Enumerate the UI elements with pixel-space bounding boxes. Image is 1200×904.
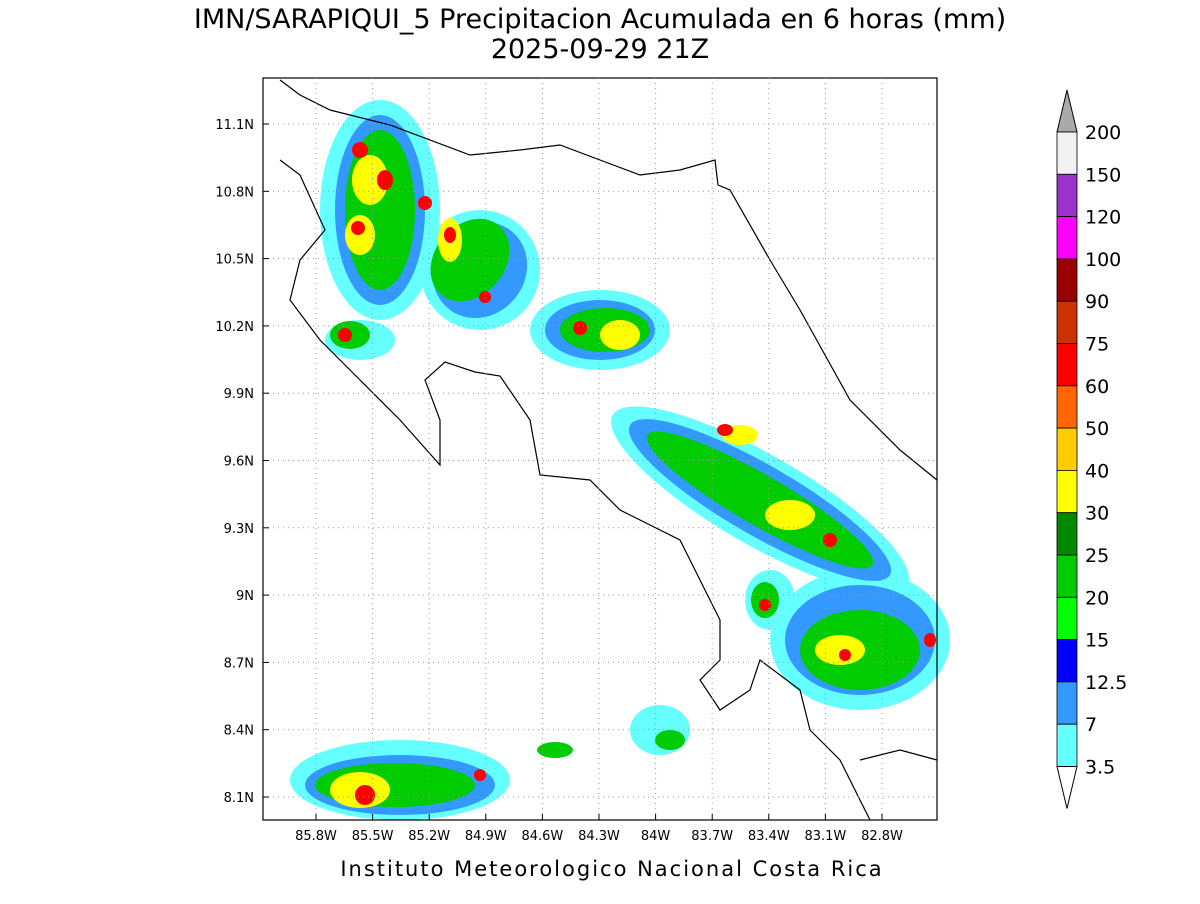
- colorbar-label: 20: [1085, 587, 1109, 609]
- colorbar-top: [1056, 89, 1078, 133]
- colorbar-label: 200: [1085, 122, 1121, 144]
- lat-label: 9.6N: [224, 455, 254, 470]
- colorbar-segment: [1056, 554, 1078, 598]
- colorbar-label: 25: [1085, 545, 1109, 567]
- colorbar-label: 150: [1085, 164, 1121, 186]
- precipitation-field: [290, 100, 950, 820]
- colorbar-segment: [1056, 258, 1078, 302]
- colorbar-label: 30: [1085, 503, 1109, 525]
- lat-label: 8.4N: [224, 724, 254, 739]
- colorbar-segment: [1056, 469, 1078, 514]
- lat-label: 10.2N: [215, 320, 254, 335]
- colorbar-label: 3.5: [1085, 757, 1115, 779]
- colorbar-segment: [1056, 681, 1078, 725]
- coastline: [279, 79, 938, 821]
- colorbar-label: 12.5: [1085, 672, 1127, 694]
- lon-label: 85.8W: [295, 829, 337, 844]
- colorbar-label: 120: [1085, 207, 1121, 229]
- lat-label: 10.5N: [215, 253, 254, 268]
- lon-label: 84W: [641, 829, 671, 844]
- colorbar-label: 15: [1085, 630, 1109, 652]
- colorbar-segment: [1056, 512, 1078, 556]
- colorbar-label: 7: [1085, 714, 1097, 736]
- colorbar-segment: [1056, 300, 1078, 344]
- title: IMN/SARAPIQUI_5 Precipitacion Acumulada …: [194, 4, 1006, 35]
- colorbar-bottom: [1056, 766, 1078, 809]
- colorbar-label: 100: [1085, 249, 1121, 271]
- colorbar-segment: [1056, 596, 1078, 640]
- colorbar-segment: [1056, 639, 1078, 683]
- colorbar-label: 50: [1085, 418, 1109, 440]
- colorbar-label: 90: [1085, 291, 1109, 313]
- lon-label: 84.6W: [521, 829, 563, 844]
- colorbar-segment: [1056, 343, 1078, 387]
- map-frame: [262, 77, 938, 821]
- colorbar-label: 75: [1085, 334, 1109, 356]
- lon-label: 83.4W: [748, 829, 790, 844]
- colorbar-segment: [1056, 723, 1078, 767]
- subtitle: 2025-09-29 21Z: [491, 34, 709, 65]
- lat-label: 11.1N: [215, 118, 254, 133]
- colorbar-label: 60: [1085, 376, 1109, 398]
- colorbar-label: 40: [1085, 460, 1109, 482]
- lon-label: 85.5W: [352, 829, 394, 844]
- lat-label: 9.9N: [224, 387, 254, 402]
- colorbar-segment: [1056, 385, 1078, 429]
- lat-label: 9N: [236, 589, 254, 604]
- lat-label: 8.7N: [224, 656, 254, 671]
- colorbar-segment: [1056, 427, 1078, 471]
- lat-label: 9.3N: [224, 522, 254, 537]
- lat-label: 10.8N: [215, 185, 254, 200]
- lon-label: 85.2W: [408, 829, 450, 844]
- lon-label: 84.3W: [578, 829, 620, 844]
- lon-label: 82.8W: [861, 829, 903, 844]
- lon-label: 84.9W: [465, 829, 507, 844]
- lon-label: 83.1W: [804, 829, 846, 844]
- footer: Instituto Meteorologico Nacional Costa R…: [340, 857, 883, 881]
- colorbar-segment: [1056, 131, 1078, 175]
- lon-label: 83.7W: [691, 829, 733, 844]
- colorbar-segment: [1056, 173, 1078, 218]
- colorbar-segment: [1056, 216, 1078, 260]
- lat-label: 8.1N: [224, 791, 254, 806]
